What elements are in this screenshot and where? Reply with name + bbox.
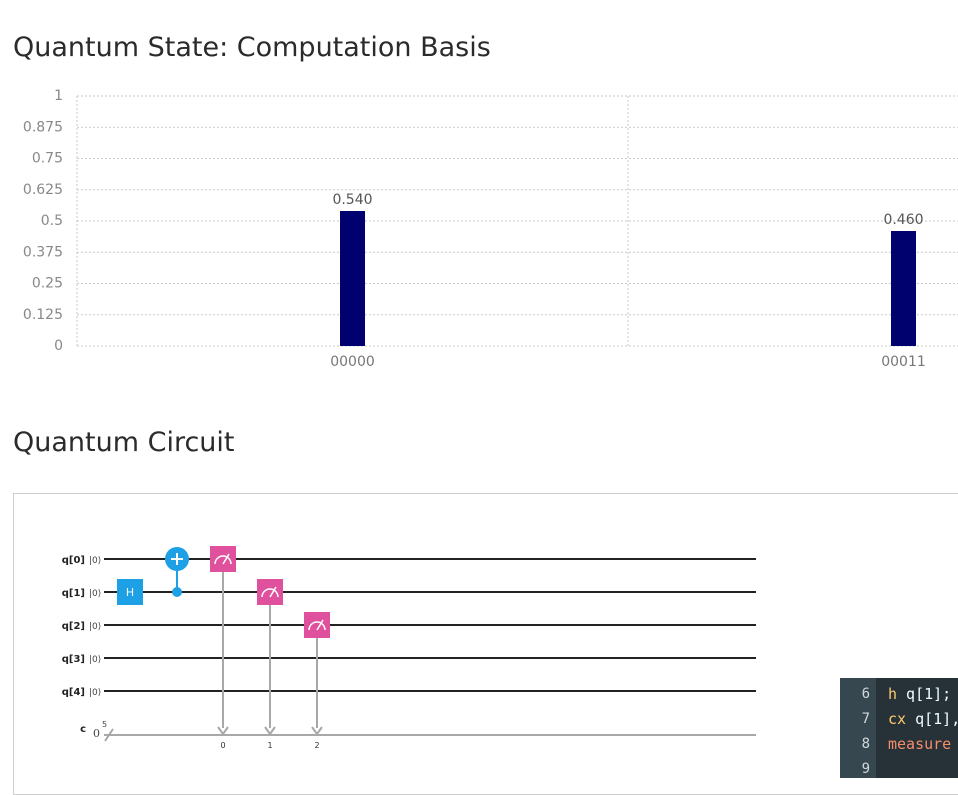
code-editor[interactable]: 6 7 8 9 h q[1]; cx q[1],q[0]; measure q[0] ->…	[840, 678, 958, 778]
h-gate-label: H	[126, 586, 134, 599]
measure-gate[interactable]	[304, 612, 330, 736]
bar-00000	[340, 211, 365, 346]
chart-grid	[76, 95, 958, 347]
line-number: 7	[861, 711, 870, 727]
code-line[interactable]: measure q[0] -> c[0];	[888, 735, 958, 753]
chart-bars: 0.540 0.460	[332, 192, 924, 346]
bar-00011	[891, 231, 916, 346]
code-args: q[1];	[897, 685, 952, 703]
x-tick-label: 00011	[881, 354, 926, 370]
line-number-gutter: 6 7 8 9	[840, 678, 876, 778]
bar-value-label: 0.460	[883, 212, 923, 228]
chart-section-title: Quantum State: Computation Basis	[13, 32, 491, 63]
bus-slash	[104, 728, 114, 742]
line-number: 9	[861, 761, 870, 777]
y-tick-label: 0.625	[23, 182, 63, 198]
y-tick-label: 0.75	[32, 151, 63, 167]
classical-bit-label: 1	[267, 741, 272, 750]
qubit-label: q[0]	[62, 555, 85, 566]
line-number: 6	[861, 686, 870, 702]
code-args: q[1],q[0];	[915, 710, 958, 728]
code-line[interactable]: h q[1];	[888, 685, 951, 703]
circuit-section-title: Quantum Circuit	[13, 427, 235, 458]
y-tick-label: 0.5	[41, 213, 63, 229]
qubit-label: q[2]	[62, 621, 85, 632]
line-number: 8	[861, 736, 870, 752]
y-axis-ticks: 0 0.125 0.25 0.375 0.5 0.625 0.75 0.875 1	[23, 88, 63, 354]
classical-bit-label: 0	[220, 741, 225, 750]
code-keyword: h	[888, 685, 898, 703]
h-gate[interactable]: H	[117, 579, 143, 605]
y-tick-label: 0.375	[23, 244, 63, 260]
code-keyword: measure	[888, 735, 952, 753]
classical-init-value: 0	[93, 727, 100, 740]
code-keyword: cx	[888, 710, 907, 728]
qubit-init-state: |0⟩	[89, 556, 101, 566]
x-axis-ticks: 00000 00011	[330, 354, 926, 370]
qubit-label: q[1]	[62, 588, 85, 599]
code-line[interactable]: cx q[1],q[0];	[888, 710, 958, 728]
x-tick-label: 00000	[330, 354, 375, 370]
qubit-init-state: |0⟩	[89, 655, 101, 665]
qubit-init-state: |0⟩	[89, 688, 101, 698]
y-tick-label: 0.875	[23, 119, 63, 135]
classical-bit-label: 2	[314, 741, 319, 750]
circuit-diagram: q[0] |0⟩q[1] |0⟩q[2] |0⟩q[3] |0⟩q[4] |0⟩c 05H0…	[62, 546, 756, 750]
classical-register-label: c	[80, 724, 86, 735]
y-tick-label: 0.125	[23, 307, 63, 323]
qubit-label: q[3]	[62, 654, 85, 665]
bar-value-label: 0.540	[332, 192, 372, 208]
qubit-label: q[4]	[62, 687, 85, 698]
y-tick-label: 0	[54, 338, 63, 354]
classical-register-size: 5	[102, 720, 107, 729]
y-tick-label: 1	[54, 88, 63, 104]
qubit-init-state: |0⟩	[89, 589, 101, 599]
code-args: q[0] -> c[0];	[951, 735, 958, 753]
measure-gate[interactable]	[210, 546, 236, 736]
measure-gate[interactable]	[257, 579, 283, 736]
cx-gate[interactable]	[165, 547, 189, 597]
y-tick-label: 0.25	[32, 276, 63, 292]
qubit-init-state: |0⟩	[89, 622, 101, 632]
circuit-panel: q[0] |0⟩ q[1] |0⟩ q[2] |0⟩ q[3] |0⟩ q[4] |0⟩ c 0 5 H 0…	[13, 493, 958, 795]
